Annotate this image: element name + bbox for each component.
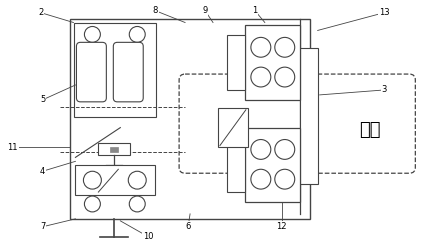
Text: 5: 5 [40, 95, 45, 104]
Text: 11: 11 [7, 143, 18, 152]
Text: 3: 3 [382, 86, 387, 95]
Text: 7: 7 [40, 222, 45, 231]
Bar [75, 165, 155, 195]
Text: 9: 9 [202, 6, 207, 15]
Text: 4: 4 [40, 167, 45, 176]
Text: 2: 2 [38, 8, 43, 17]
Circle shape [129, 196, 145, 212]
Circle shape [84, 196, 101, 212]
Bar [227, 35, 245, 90]
Bar [227, 138, 245, 192]
Circle shape [251, 67, 271, 87]
Circle shape [275, 169, 295, 189]
Circle shape [275, 139, 295, 159]
Circle shape [129, 26, 145, 42]
Text: 1: 1 [252, 6, 257, 15]
Bar [300, 48, 318, 184]
Circle shape [251, 37, 271, 57]
FancyBboxPatch shape [113, 42, 143, 102]
Bar [70, 18, 310, 219]
Circle shape [251, 139, 271, 159]
Circle shape [84, 26, 101, 42]
Text: 10: 10 [143, 232, 153, 241]
Circle shape [275, 67, 295, 87]
Bar [75, 23, 156, 117]
Text: 13: 13 [379, 8, 390, 17]
Circle shape [275, 37, 295, 57]
Circle shape [128, 171, 146, 189]
Circle shape [83, 171, 101, 189]
Bar [98, 143, 130, 155]
Bar [110, 148, 118, 152]
Circle shape [251, 169, 271, 189]
Text: 线缆: 线缆 [359, 121, 380, 139]
Bar [218, 108, 248, 148]
FancyBboxPatch shape [76, 42, 106, 102]
Bar [245, 26, 300, 100]
Text: 6: 6 [185, 222, 191, 231]
Bar [245, 128, 300, 202]
Text: 12: 12 [276, 222, 287, 231]
Text: 8: 8 [153, 6, 158, 15]
